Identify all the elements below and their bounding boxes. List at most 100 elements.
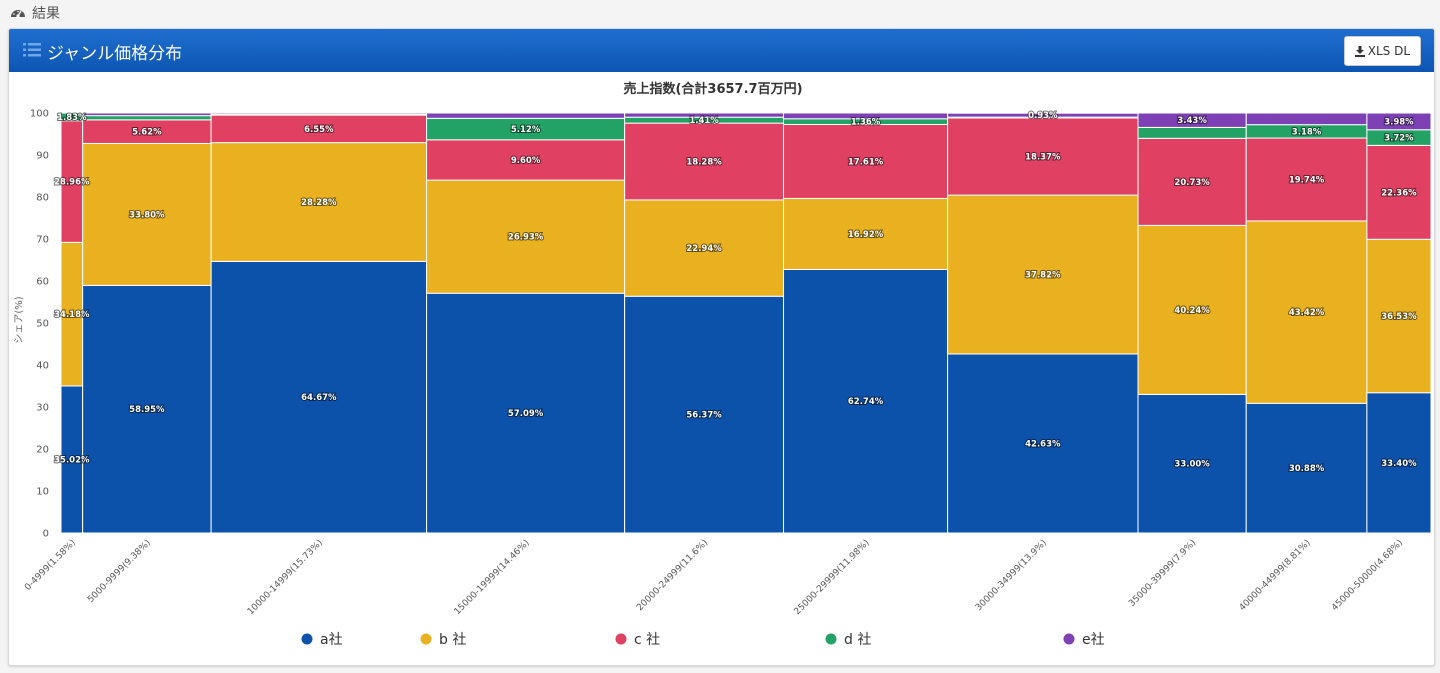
legend-swatch <box>301 633 313 645</box>
bar-segment <box>210 142 428 262</box>
data-label: 22.94% <box>686 244 722 254</box>
legend-swatch <box>825 633 837 645</box>
bar-segment <box>210 260 428 534</box>
data-label: 34.18% <box>54 310 90 320</box>
y-tick-label: 90 <box>36 151 49 162</box>
bar-segment <box>426 179 626 294</box>
bar-segment <box>947 353 1139 534</box>
dashboard-gauge-icon <box>11 10 25 18</box>
data-label: 3.18% <box>1292 127 1322 137</box>
data-label: 18.28% <box>686 158 722 168</box>
download-icon <box>1354 45 1365 57</box>
data-label: 17.61% <box>848 157 884 167</box>
bar-segment <box>82 142 212 286</box>
bar-segment <box>1137 126 1247 139</box>
data-label: 33.40% <box>1381 459 1417 469</box>
bar-segment <box>783 197 949 270</box>
chart-title: 売上指数(合計3657.7百万円) <box>623 81 802 97</box>
x-tick-label: 30000-34999(13.9%) <box>974 538 1049 613</box>
bar-segment <box>1366 144 1432 240</box>
breadcrumb: 結果 <box>10 3 60 23</box>
legend-item: c 社 <box>615 632 660 648</box>
data-label: 36.53% <box>1381 312 1417 322</box>
y-tick-label: 60 <box>36 277 49 288</box>
data-label: 33.00% <box>1174 460 1210 470</box>
y-tick-label: 70 <box>36 235 49 246</box>
data-label: 42.63% <box>1025 439 1061 449</box>
data-label: 5.12% <box>511 125 541 135</box>
panel-header: ジャンル価格分布 XLS DL <box>9 29 1434 72</box>
legend-label: b 社 <box>439 632 466 648</box>
x-tick-label: 25000-29999(11.98%) <box>793 538 872 617</box>
data-label: 64.67% <box>301 393 337 403</box>
bar-segment <box>783 123 949 199</box>
data-label: 19.74% <box>1289 175 1325 185</box>
xls-download-button[interactable]: XLS DL <box>1343 36 1421 66</box>
x-tick-label: 5000-9999(9.38%) <box>86 538 153 605</box>
data-label: 9.60% <box>511 156 541 166</box>
data-label: 28.96% <box>54 178 90 188</box>
legend-item: e社 <box>1063 632 1105 648</box>
bar-segment <box>1366 238 1432 394</box>
legend-label: d 社 <box>844 632 871 648</box>
x-tick-label: 10000-14999(15.73%) <box>246 538 325 617</box>
legend-item: a社 <box>301 632 343 648</box>
legend-swatch <box>1063 633 1075 645</box>
data-label: 22.36% <box>1381 188 1417 198</box>
data-label: 1.41% <box>689 116 719 126</box>
data-label: 20.73% <box>1174 178 1210 188</box>
y-axis-label: シェア(%) <box>14 296 25 343</box>
data-label: 26.93% <box>508 233 544 243</box>
legend-item: b 社 <box>420 632 466 648</box>
breadcrumb-label: 結果 <box>32 6 60 22</box>
bar-segment <box>1137 393 1247 534</box>
data-label: 1.83% <box>57 113 87 123</box>
y-tick-label: 0 <box>43 529 49 540</box>
legend-label: e社 <box>1082 632 1105 648</box>
x-tick-label: 45000-50000(4.68%) <box>1330 538 1405 613</box>
data-label: 5.62% <box>132 128 162 138</box>
x-tick-label: 0-4999(1.58%) <box>23 538 78 593</box>
data-label: 30.88% <box>1289 464 1325 474</box>
bar-segment <box>210 114 428 144</box>
bar-segment <box>1245 137 1368 222</box>
bars <box>60 112 1432 534</box>
data-label: 37.82% <box>1025 271 1061 281</box>
data-label: 3.43% <box>1177 116 1207 126</box>
data-label: 43.42% <box>1289 308 1325 318</box>
x-axis: 0-4999(1.58%) 5000-9999(9.38%) 10000-14999… <box>23 538 1405 617</box>
x-tick-label: 35000-39999(7.9%) <box>1127 538 1198 609</box>
y-tick-label: 100 <box>30 109 49 120</box>
bar-segment <box>1366 392 1432 534</box>
bar-segment <box>1245 220 1368 404</box>
y-tick-label: 80 <box>36 193 49 204</box>
x-tick-label: 40000-44999(8.81%) <box>1238 538 1313 613</box>
x-tick-label: 15000-19999(14.46%) <box>453 538 532 617</box>
legend-item: d 社 <box>825 632 871 648</box>
bar-segment <box>947 194 1139 355</box>
data-label: 0.93% <box>1028 111 1058 121</box>
bar-segment <box>426 292 626 534</box>
xls-download-label: XLS DL <box>1367 44 1410 58</box>
bar-segment <box>1366 112 1432 131</box>
legend-swatch <box>420 633 432 645</box>
chart-panel: ジャンル価格分布 XLS DL 売上指数(合計3657.7百万円) シェア(%)… <box>8 28 1435 666</box>
legend-swatch <box>615 633 627 645</box>
bar-segment <box>426 139 626 181</box>
y-tick-label: 10 <box>36 487 49 498</box>
data-label: 35.02% <box>54 455 90 465</box>
legend: a社 b 社 c 社 d 社 e社 <box>301 632 1105 648</box>
data-label: 57.09% <box>508 409 544 419</box>
bar-segment <box>783 268 949 534</box>
y-tick-label: 20 <box>36 445 49 456</box>
data-label: 40.24% <box>1174 306 1210 316</box>
data-label: 56.37% <box>686 411 722 421</box>
data-label: 16.92% <box>848 230 884 240</box>
data-label: 3.98% <box>1384 117 1414 127</box>
panel-title: ジャンル価格分布 <box>47 44 183 64</box>
bar-labels: 35.02% 34.18% 28.96% 1.83% 58.95% 33.80% 5.62%… <box>53 110 1418 475</box>
data-label: 62.74% <box>848 397 884 407</box>
bar-segment <box>82 112 212 117</box>
x-tick-label: 20000-24999(11.6%) <box>635 538 710 613</box>
bar-segment <box>426 112 626 119</box>
